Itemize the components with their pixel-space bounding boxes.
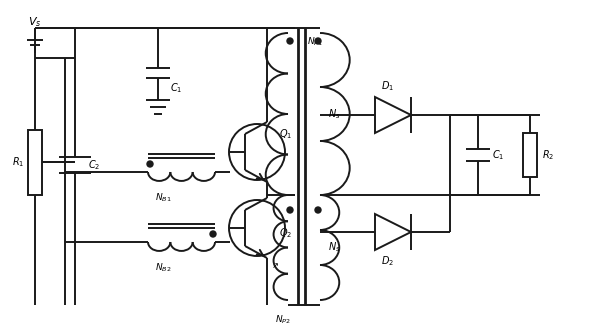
Text: $D_2$: $D_2$ [382, 254, 394, 268]
Text: $V_s$: $V_s$ [28, 15, 42, 29]
Circle shape [287, 207, 293, 213]
Text: $N_s$: $N_s$ [328, 107, 341, 121]
Text: $R_2$: $R_2$ [542, 148, 554, 162]
Bar [523, 133, 537, 177]
Bar [28, 130, 42, 195]
Circle shape [147, 161, 153, 167]
Circle shape [315, 38, 321, 44]
Text: $Q_2$: $Q_2$ [279, 226, 292, 240]
Text: $N_{P2}$: $N_{P2}$ [275, 313, 291, 325]
Circle shape [315, 207, 321, 213]
Text: $C_1$: $C_1$ [492, 148, 505, 162]
Text: $C_1$: $C_1$ [170, 81, 183, 95]
Text: $Q_1$: $Q_1$ [279, 127, 292, 141]
Text: $R_1$: $R_1$ [12, 155, 24, 169]
Circle shape [287, 38, 293, 44]
Text: $\nearrow$: $\nearrow$ [270, 262, 280, 270]
Text: $N_{B1}$: $N_{B1}$ [155, 192, 172, 205]
Circle shape [210, 231, 216, 237]
Text: $C_2$: $C_2$ [88, 158, 100, 172]
Text: $N_s$: $N_s$ [328, 240, 341, 254]
Text: $N_{B2}$: $N_{B2}$ [155, 262, 171, 274]
Text: $N_{P1}$: $N_{P1}$ [307, 36, 323, 48]
Text: $D_1$: $D_1$ [381, 79, 394, 93]
